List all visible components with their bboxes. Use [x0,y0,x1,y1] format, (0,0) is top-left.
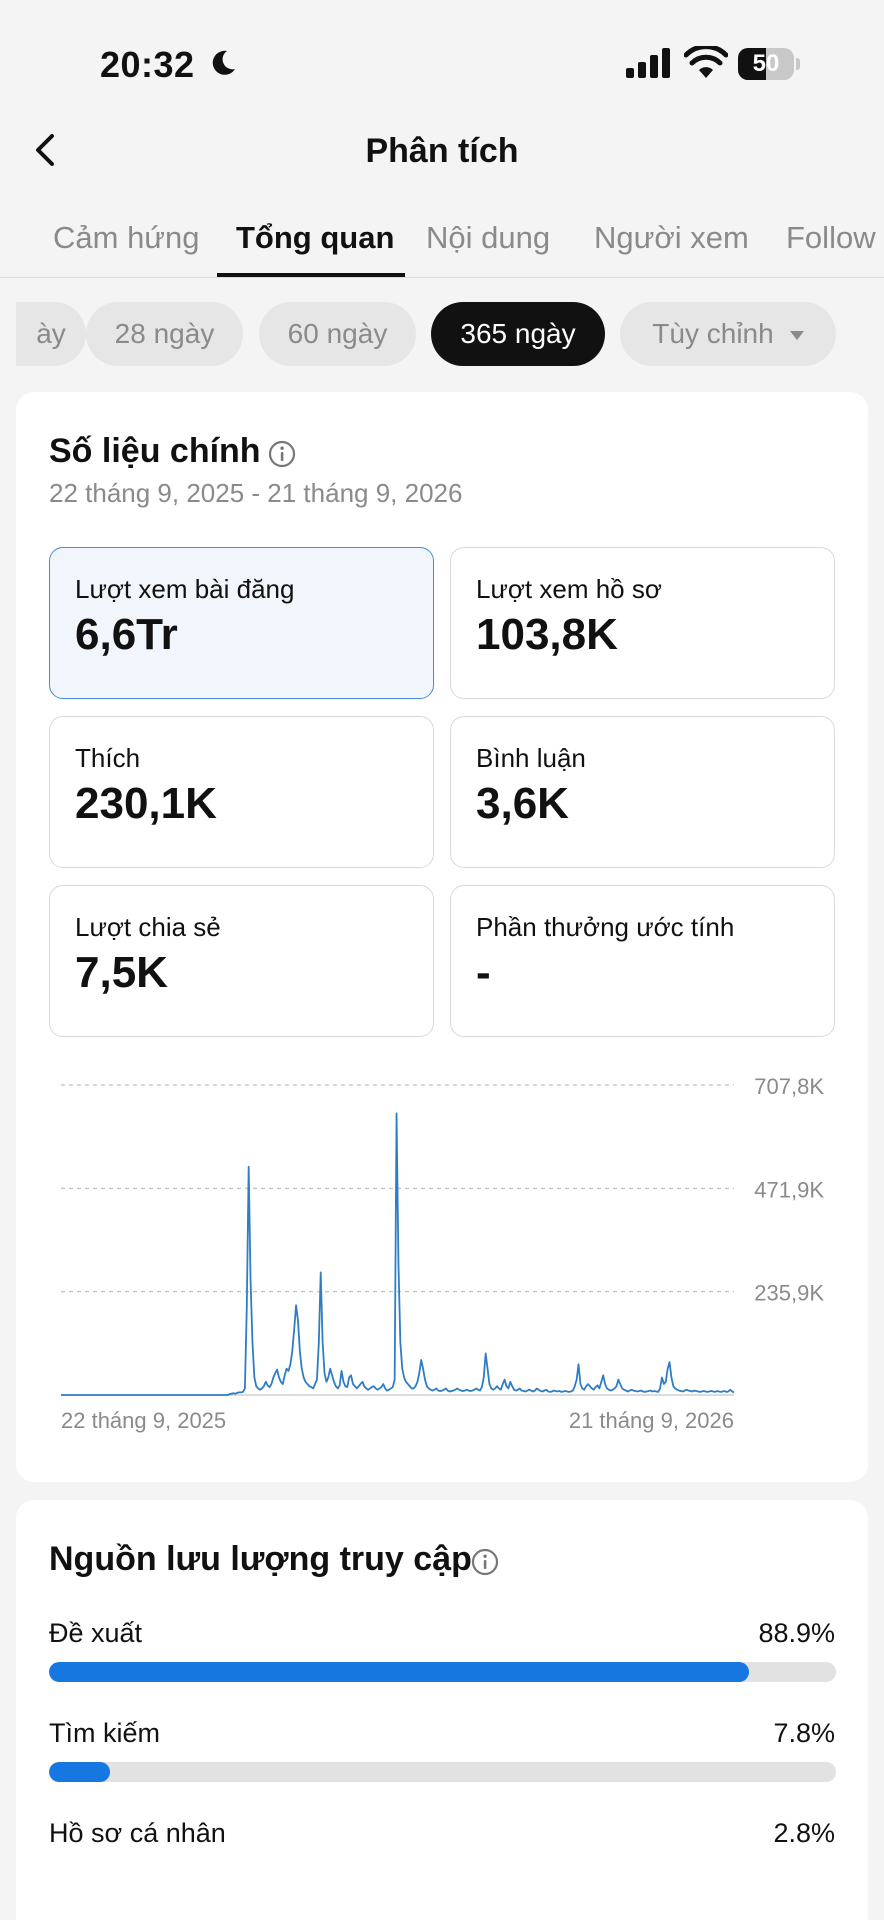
metric-label: Lượt chia sẻ [75,912,221,942]
metric-value: 3,6K [476,779,569,828]
active-tab-indicator [217,273,405,277]
date-range: 22 tháng 9, 2025 - 21 tháng 9, 2026 [49,478,463,508]
chip-label: 365 ngày [460,318,576,349]
metric-value: 6,6Tr [75,610,178,659]
views-line-chart: 235,9K 471,9K 707,8K 22 tháng 9, 2025 21 thá… [61,1074,824,1433]
metric-value: 103,8K [476,610,618,659]
metric-tile-comments[interactable]: Bình luận 3,6K [450,716,835,868]
tab-bar: Cảm hứng Tổng quan Nội dung Người xem Fo… [0,210,884,278]
chip-28-days[interactable]: 28 ngày [86,302,243,366]
info-icon[interactable] [471,1548,499,1576]
chip-label: Tùy chỉnh [652,318,774,349]
tab-overview[interactable]: Tổng quan [236,220,395,255]
chip-label: 28 ngày [114,318,215,349]
x-tick-label-start: 22 tháng 9, 2025 [61,1408,226,1433]
source-label-profile: Hồ sơ cá nhân [49,1818,226,1848]
metric-tile-likes[interactable]: Thích 230,1K [49,716,434,868]
chip-label: 60 ngày [287,318,388,349]
metric-tile-estimated-rewards[interactable]: Phần thưởng ước tính - [450,885,835,1037]
metric-label: Lượt xem hồ sơ [476,574,662,604]
status-bar: 20:32 50 [0,0,884,120]
source-value-search: 7.8% [773,1718,835,1748]
tab-followers[interactable]: Follow [786,220,876,255]
period-filter: ày 28 ngày 60 ngày 365 ngày Tùy chỉnh [16,302,884,366]
back-arrow-icon[interactable] [24,128,68,172]
source-value-profile: 2.8% [773,1818,835,1848]
metric-label: Phần thưởng ước tính [476,912,735,942]
key-metrics-card: Số liệu chính 22 tháng 9, 2025 - 21 thán… [16,392,868,1482]
metric-label: Thích [75,743,141,773]
dropdown-caret-icon [789,331,804,341]
metric-tile-profile-views[interactable]: Lượt xem hồ sơ 103,8K [450,547,835,699]
source-bar-recommended [49,1662,836,1682]
info-icon[interactable] [268,440,296,468]
metric-label: Bình luận [476,743,586,773]
tab-inspiration[interactable]: Cảm hứng [53,220,200,255]
source-label-search: Tìm kiếm [49,1718,160,1748]
y-tick-label: 707,8K [754,1074,824,1099]
page-title: Phân tích [365,132,519,170]
y-tick-label: 235,9K [754,1281,824,1306]
status-time: 20:32 [100,44,195,85]
views-series-line [61,1112,735,1396]
key-metrics-title: Số liệu chính [49,432,261,470]
tab-content[interactable]: Nội dung [426,220,551,255]
traffic-title: Nguồn lưu lượng truy cập [49,1540,472,1578]
metric-value: 7,5K [75,948,168,997]
chip-custom[interactable]: Tùy chỉnh [620,302,836,366]
source-bar-search [49,1762,836,1782]
metric-tile-post-views[interactable]: Lượt xem bài đăng 6,6Tr [49,547,434,699]
wifi-icon [684,46,728,78]
source-value-recommended: 88.9% [758,1618,835,1648]
source-bar-fill [49,1762,111,1782]
tab-viewers[interactable]: Người xem [594,220,749,255]
chip-label: ày [36,318,66,349]
battery-level [738,48,766,80]
cellular-signal-icon [626,48,670,78]
chip-60-days[interactable]: 60 ngày [259,302,416,366]
metric-label: Lượt xem bài đăng [75,574,295,604]
metric-value: 230,1K [75,779,217,828]
y-tick-label: 471,9K [754,1177,824,1202]
moon-icon [212,50,235,75]
source-bar-fill [49,1662,749,1682]
x-tick-label-end: 21 tháng 9, 2026 [569,1408,734,1433]
battery-percent: 50 [752,50,780,77]
metric-tile-shares[interactable]: Lượt chia sẻ 7,5K [49,885,434,1037]
chip-365-days[interactable]: 365 ngày [431,302,605,366]
battery-icon: 50 [738,48,800,80]
source-label-recommended: Đề xuất [49,1618,143,1648]
traffic-sources-card: Nguồn lưu lượng truy cập Đề xuất 88.9% T… [16,1500,868,1920]
chip-7-days[interactable]: ày [16,302,86,366]
metric-value: - [476,948,491,997]
